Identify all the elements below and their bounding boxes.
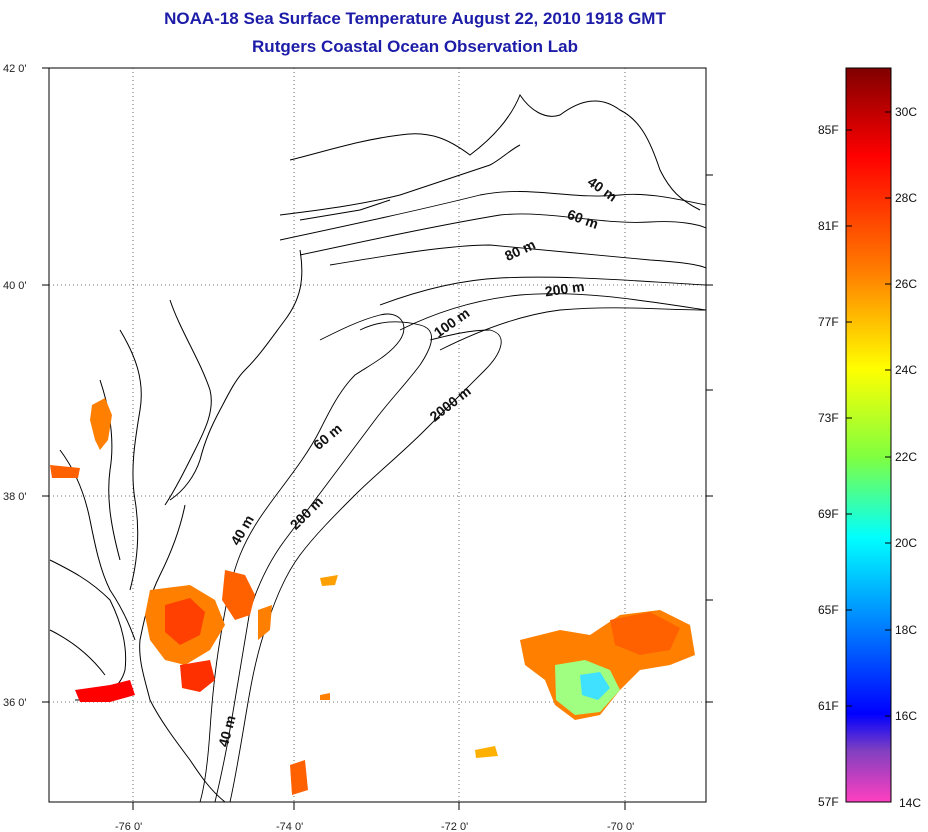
sst-patch bbox=[320, 575, 338, 586]
lat-label: 36 0' bbox=[3, 697, 27, 709]
sst-patch bbox=[320, 693, 330, 700]
map-ticks bbox=[42, 67, 713, 810]
lat-label: 40 0' bbox=[3, 280, 27, 292]
colorbar-c-label: 28C bbox=[895, 191, 918, 205]
colorbar-c-label: 30C bbox=[895, 105, 918, 119]
lat-label: 42 0' bbox=[3, 63, 27, 75]
graticule bbox=[49, 68, 706, 802]
colorbar-c-label: 22C bbox=[895, 450, 918, 464]
lon-label: -72 0' bbox=[441, 821, 468, 832]
sst-patch bbox=[222, 570, 255, 620]
sst-patch bbox=[290, 760, 308, 795]
sst-patch bbox=[580, 672, 610, 700]
sst-patch bbox=[475, 746, 498, 758]
colorbar bbox=[845, 67, 892, 803]
colorbar-c-label: 20C bbox=[895, 536, 918, 550]
map-title: NOAA-18 Sea Surface Temperature August 2… bbox=[164, 9, 666, 28]
sst-patch bbox=[165, 598, 205, 645]
coastline bbox=[49, 93, 701, 802]
map-subtitle: Rutgers Coastal Ocean Observation Lab bbox=[252, 37, 578, 56]
sst-patch bbox=[180, 660, 215, 692]
lon-label: -70 0' bbox=[607, 821, 634, 832]
colorbar-f-label: 65F bbox=[818, 603, 839, 617]
sst-patch bbox=[610, 612, 680, 655]
sst-patches bbox=[50, 398, 695, 795]
lon-label: -76 0' bbox=[115, 821, 142, 832]
colorbar-f-label: 85F bbox=[818, 123, 839, 137]
contour-label: 200 m bbox=[544, 278, 586, 299]
colorbar-f-label: 69F bbox=[818, 507, 839, 521]
sst-patch bbox=[75, 680, 135, 702]
colorbar-ticks bbox=[846, 111, 891, 717]
colorbar-c-label: 16C bbox=[895, 709, 918, 723]
lat-label: 38 0' bbox=[3, 491, 27, 503]
sst-patch bbox=[258, 605, 272, 640]
colorbar-f-label: 77F bbox=[818, 315, 839, 329]
depth-contours bbox=[199, 191, 706, 802]
sst-patch bbox=[90, 398, 112, 450]
colorbar-f-label: 81F bbox=[818, 219, 839, 233]
colorbar-c-label: 26C bbox=[895, 277, 918, 291]
sst-patch bbox=[50, 465, 80, 478]
contour-label: 40 m bbox=[215, 714, 239, 749]
lon-label: -74 0' bbox=[276, 821, 303, 832]
colorbar-c-label: 14C bbox=[899, 796, 922, 810]
colorbar-c-label: 24C bbox=[895, 363, 918, 377]
colorbar-f-label: 61F bbox=[818, 699, 839, 713]
colorbar-f-label: 57F bbox=[818, 795, 839, 809]
colorbar-c-label: 18C bbox=[895, 623, 918, 637]
colorbar-f-label: 73F bbox=[818, 411, 839, 425]
